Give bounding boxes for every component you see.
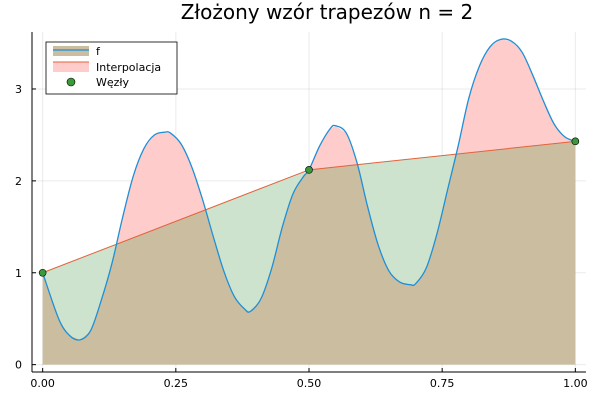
legend-label-f: f (96, 45, 101, 58)
y-tick-label: 1 (15, 267, 22, 280)
legend-swatch-interpolacja-fill (53, 62, 89, 72)
area-fills (42, 39, 576, 365)
node-points (38, 137, 580, 277)
node-point (305, 166, 313, 174)
f-above-interpolation-fill (42, 39, 576, 273)
y-tick-label: 0 (15, 359, 22, 372)
legend-label-wezly: Węzły (96, 76, 130, 89)
x-tick-label: 0.75 (430, 377, 455, 390)
legend-swatch-wezly (66, 77, 76, 87)
node-point (38, 268, 47, 277)
interpolation-above-f-fill (42, 39, 576, 340)
node-point (571, 137, 580, 146)
legend-label-interpolacja: Interpolacja (96, 61, 161, 74)
tick-labels: 0.00 0.25 0.50 0.75 1.00 0 1 2 3 (15, 83, 588, 390)
chart-title: Złożony wzór trapezów n = 2 (181, 0, 474, 24)
y-tick-label: 2 (15, 175, 22, 188)
legend: f Interpolacja Węzły (45, 41, 178, 95)
x-tick-label: 0.50 (297, 377, 322, 390)
x-tick-label: 1.00 (563, 377, 588, 390)
overlap-fill (42, 141, 576, 365)
x-tick-label: 0.25 (164, 377, 189, 390)
y-tick-label: 3 (15, 83, 22, 96)
legend-swatch-f-fill (53, 46, 89, 56)
x-tick-label: 0.00 (30, 377, 55, 390)
